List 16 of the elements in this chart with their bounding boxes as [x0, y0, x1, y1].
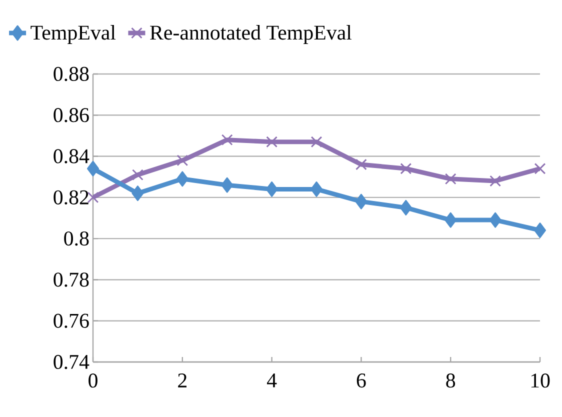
x-tick-label: 2: [178, 374, 186, 388]
y-tick-label: 0.88: [54, 66, 89, 82]
y-tick-label: 0.84: [54, 149, 90, 164]
y-tick-label: 0.86: [54, 108, 89, 122]
x-tick-label: 0: [88, 374, 98, 388]
x-tick-label: 10: [531, 374, 550, 388]
y-tick-label: 0.78: [54, 272, 89, 287]
y-tick-label: 0.76: [54, 314, 89, 328]
legend-label: TempEval: [30, 25, 116, 44]
y-tick-label: 0.82: [54, 190, 88, 205]
x-tick-label: 8: [446, 374, 456, 388]
y-tick-label: 0.74: [54, 354, 90, 370]
y-tick-label: 0.8: [64, 231, 89, 246]
legend-label: Re-annotated TempEval: [150, 25, 352, 44]
x-tick-label: 4: [266, 374, 277, 388]
x-tick-label: 6: [356, 374, 366, 388]
